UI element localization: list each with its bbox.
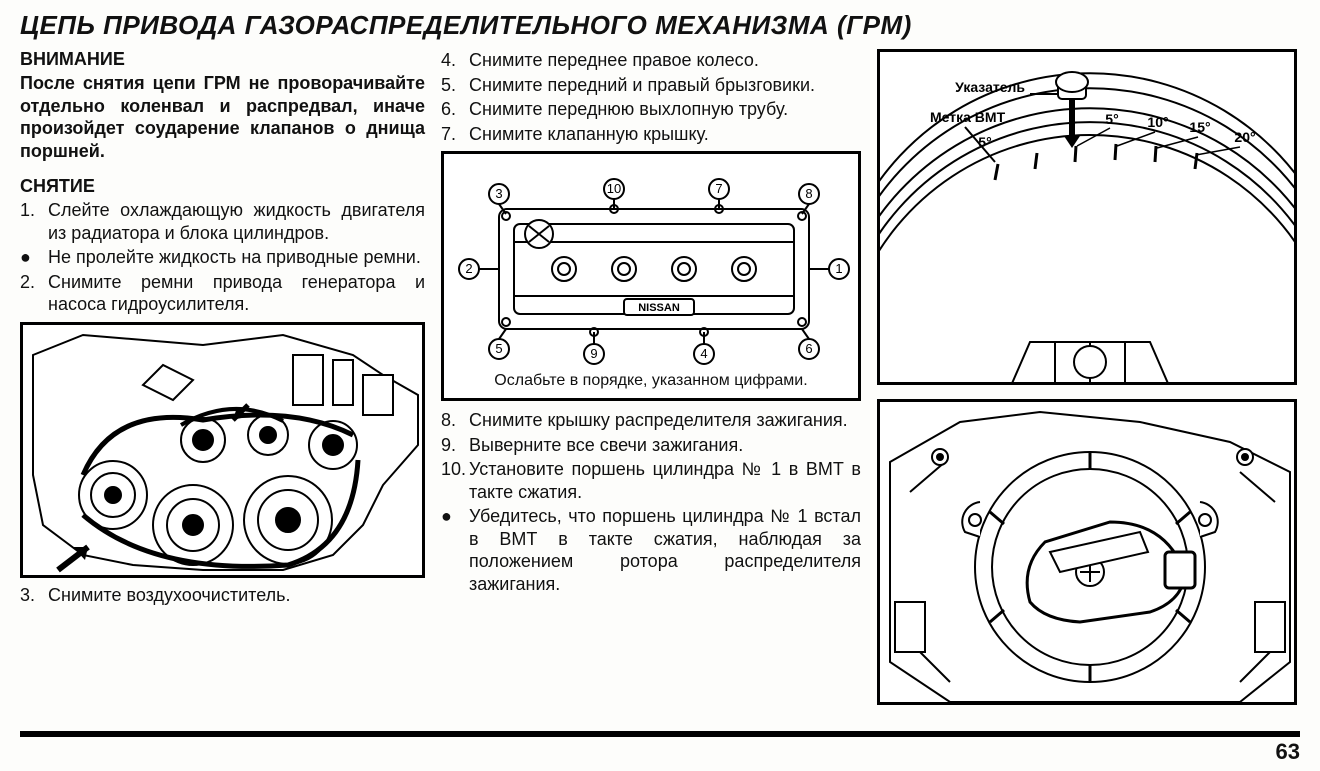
bolt-num: 4 (700, 346, 707, 361)
step-text: Слейте охлаждающую жидкость двигателя из… (48, 199, 425, 244)
tick-label: 5° (1105, 111, 1118, 127)
step-text: Снимите клапанную крышку. (469, 123, 861, 146)
removal-heading: СНЯТИЕ (20, 176, 425, 197)
bolt-num: 7 (715, 181, 722, 196)
bolt-num: 9 (590, 346, 597, 361)
figure-distributor-rotor (877, 399, 1297, 705)
step-num: 8. (441, 409, 469, 432)
content-columns: ВНИМАНИЕ После снятия цепи ГРМ не провор… (20, 49, 1300, 705)
col2-top-steps: 4.Снимите переднее правое колесо. 5.Сним… (441, 49, 861, 145)
col1-step3: 3.Снимите воздухоочиститель. (20, 584, 425, 607)
step-text: Установите поршень цилиндра № 1 в ВМТ в … (469, 458, 861, 503)
figure-timing-marks: Указатель Метка ВМТ 5° 5° 10° 15° 20° (877, 49, 1297, 385)
col2-bot-steps: 8.Снимите крышку распределителя зажигани… (441, 409, 861, 595)
step-num: 10. (441, 458, 469, 503)
tick-label: 10° (1147, 114, 1168, 130)
page-number: 63 (1276, 739, 1300, 764)
step-text: Не пролейте жидкость на приводные ремни. (48, 246, 425, 269)
step-text: Выверните все свечи зажигания. (469, 434, 861, 457)
page-title: ЦЕПЬ ПРИВОДА ГАЗОРАСПРЕДЕЛИТЕЛЬНОГО МЕХА… (20, 10, 1300, 41)
step-bullet: ● (441, 505, 469, 595)
step-num: 7. (441, 123, 469, 146)
column-1: ВНИМАНИЕ После снятия цепи ГРМ не провор… (20, 49, 425, 705)
step-text: Снимите переднюю выхлопную трубу. (469, 98, 861, 121)
tick-label: 20° (1234, 129, 1255, 145)
warning-heading: ВНИМАНИЕ (20, 49, 425, 70)
step-num: 5. (441, 74, 469, 97)
bolt-num: 1 (835, 261, 842, 276)
step-num: 4. (441, 49, 469, 72)
step-text: Снимите крышку распределителя зажигания. (469, 409, 861, 432)
figure-valve-cover: 3 10 7 8 1 5 9 2 4 6 (441, 151, 861, 401)
step-text: Снимите передний и правый брызговики. (469, 74, 861, 97)
bolt-num: 6 (805, 341, 812, 356)
step-num: 6. (441, 98, 469, 121)
fig2-caption: Ослабьте в порядке, указанном цифрами. (444, 372, 858, 390)
step-text: Убедитесь, что поршень цилиндра № 1 вста… (469, 505, 861, 595)
step-num: 9. (441, 434, 469, 457)
step-text: Снимите ремни привода генератора и насос… (48, 271, 425, 316)
bolt-num: 2 (465, 261, 472, 276)
col1-steps: 1.Слейте охлаждающую жидкость двигателя … (20, 199, 425, 316)
step-num: 3. (20, 584, 48, 607)
tick-label: 5° (978, 134, 991, 150)
bolt-num: 8 (805, 186, 812, 201)
bolt-num: 5 (495, 341, 502, 356)
step-text: Снимите переднее правое колесо. (469, 49, 861, 72)
brand-label: NISSAN (638, 302, 680, 314)
pointer-label: Указатель (955, 79, 1025, 95)
column-3: Указатель Метка ВМТ 5° 5° 10° 15° 20° (877, 49, 1297, 705)
bolt-num: 10 (607, 181, 621, 196)
step-text: Снимите воздухоочиститель. (48, 584, 425, 607)
step-bullet: ● (20, 246, 48, 269)
tick-label: 15° (1189, 119, 1210, 135)
step-num: 1. (20, 199, 48, 244)
page-footer: 63 (20, 731, 1300, 765)
step-num: 2. (20, 271, 48, 316)
warning-text: После снятия цепи ГРМ не проворачивайте … (20, 72, 425, 162)
column-2: 4.Снимите переднее правое колесо. 5.Сним… (441, 49, 861, 705)
vmt-label: Метка ВМТ (930, 109, 1006, 125)
bolt-num: 3 (495, 186, 502, 201)
figure-belt-drive (20, 322, 425, 578)
